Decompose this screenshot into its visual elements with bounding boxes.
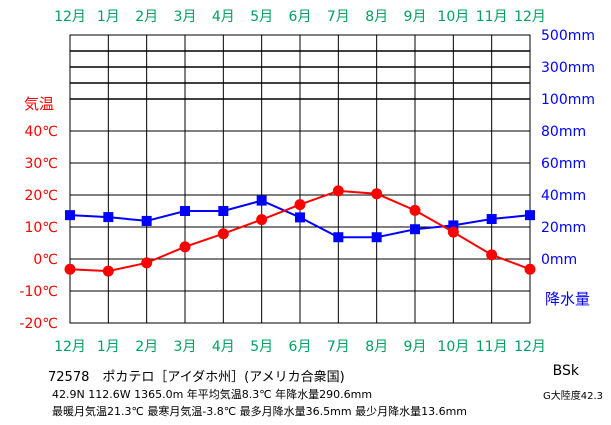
temperature-point xyxy=(217,228,229,240)
precipitation-point xyxy=(295,212,305,223)
temperature-point xyxy=(409,204,421,216)
precipitation-point xyxy=(65,210,75,221)
precipitation-point xyxy=(103,212,114,223)
month-label-top: 4月 xyxy=(212,9,235,25)
month-label-bottom: 7月 xyxy=(327,339,350,355)
station-meta: 42.9N 112.6W 1365.0m 年平均気温8.3℃ 年降水量290.6… xyxy=(52,388,373,401)
station-name: 72578 ポカテロ［アイダホ州］(アメリカ合衆国) xyxy=(48,370,345,385)
month-label-bottom: 12月 xyxy=(514,339,546,355)
temperature-tick-label: 10℃ xyxy=(24,220,58,236)
month-label-bottom: 3月 xyxy=(174,339,197,355)
temperature-point xyxy=(447,226,459,238)
precipitation-point xyxy=(180,206,190,216)
precipitation-tick-label: 60mm xyxy=(541,156,586,172)
precipitation-tick-label: 40mm xyxy=(541,188,586,204)
temperature-tick-label: 30℃ xyxy=(24,156,58,172)
month-label-bottom: 5月 xyxy=(250,339,273,355)
month-label-bottom: 12月 xyxy=(54,339,86,355)
climate-code: BSk xyxy=(552,363,579,379)
month-label-bottom: 9月 xyxy=(404,339,427,355)
temperature-tick-label: 0℃ xyxy=(33,252,58,268)
precipitation-tick-label: 80mm xyxy=(541,124,586,140)
month-label-top: 10月 xyxy=(437,9,469,25)
precipitation-point xyxy=(218,206,229,216)
continentality-index: G大陸度42.3 xyxy=(542,391,603,402)
month-label-bottom: 6月 xyxy=(289,339,312,355)
axis-layer: 12月 1月 2月 3月 4月 5月 6月 7月 8月 9月 10月 11月 12月 12月 1月 2月 3月 4… xyxy=(19,9,595,355)
month-label-top: 9月 xyxy=(404,9,427,25)
precipitation-upper-tick-label: 500mm xyxy=(541,28,595,44)
precipitation-point xyxy=(525,210,535,221)
temperature-tick-label: -20℃ xyxy=(19,316,58,332)
month-label-bottom: 2月 xyxy=(135,339,158,355)
precipitation-upper-tick-label: 300mm xyxy=(541,60,595,76)
temperature-tick-label: -10℃ xyxy=(19,284,58,300)
precipitation-upper-tick-label: 100mm xyxy=(541,92,595,108)
month-label-bottom: 1月 xyxy=(97,339,120,355)
month-label-bottom: 4月 xyxy=(212,339,235,355)
temperature-point xyxy=(332,185,344,197)
month-label-top: 1月 xyxy=(97,9,120,25)
month-label-top: 12月 xyxy=(514,9,546,25)
month-label-top: 7月 xyxy=(327,9,350,25)
precipitation-point xyxy=(141,215,152,226)
month-label-top: 2月 xyxy=(135,9,158,25)
month-label-top: 11月 xyxy=(476,9,508,25)
precipitation-tick-label: 0mm xyxy=(541,252,577,268)
temperature-point xyxy=(294,199,306,211)
month-label-bottom: 10月 xyxy=(437,339,469,355)
temperature-point xyxy=(64,263,76,275)
temperature-point xyxy=(256,214,268,226)
temperature-point xyxy=(179,241,191,253)
series-layer xyxy=(64,185,536,277)
temperature-point xyxy=(141,257,153,269)
precipitation-point xyxy=(448,220,459,231)
precipitation-axis-title: 降水量 xyxy=(545,290,590,308)
temperature-point xyxy=(524,263,536,275)
precipitation-point xyxy=(256,195,267,206)
precipitation-point xyxy=(333,232,344,243)
month-label-top: 8月 xyxy=(365,9,388,25)
precipitation-point xyxy=(410,224,420,235)
temperature-point xyxy=(486,249,498,261)
station-extremes: 最暖月気温21.3℃ 最寒月気温-3.8℃ 最多月降水量36.5mm 最少月降水… xyxy=(52,405,467,418)
temperature-point xyxy=(371,188,383,200)
month-label-top: 5月 xyxy=(250,9,273,25)
precipitation-point xyxy=(371,232,382,243)
month-label-top: 3月 xyxy=(174,9,197,25)
month-label-bottom: 11月 xyxy=(476,339,508,355)
temperature-tick-label: 20℃ xyxy=(24,188,58,204)
grid-layer xyxy=(69,34,531,324)
precipitation-point xyxy=(486,214,497,224)
temperature-axis-title: 気温 xyxy=(24,95,54,113)
month-label-top: 12月 xyxy=(54,9,86,25)
precipitation-tick-label: 20mm xyxy=(541,220,586,236)
month-label-bottom: 8月 xyxy=(365,339,388,355)
temperature-point xyxy=(102,265,114,277)
temperature-tick-label: 40℃ xyxy=(24,124,58,140)
month-label-top: 6月 xyxy=(289,9,312,25)
